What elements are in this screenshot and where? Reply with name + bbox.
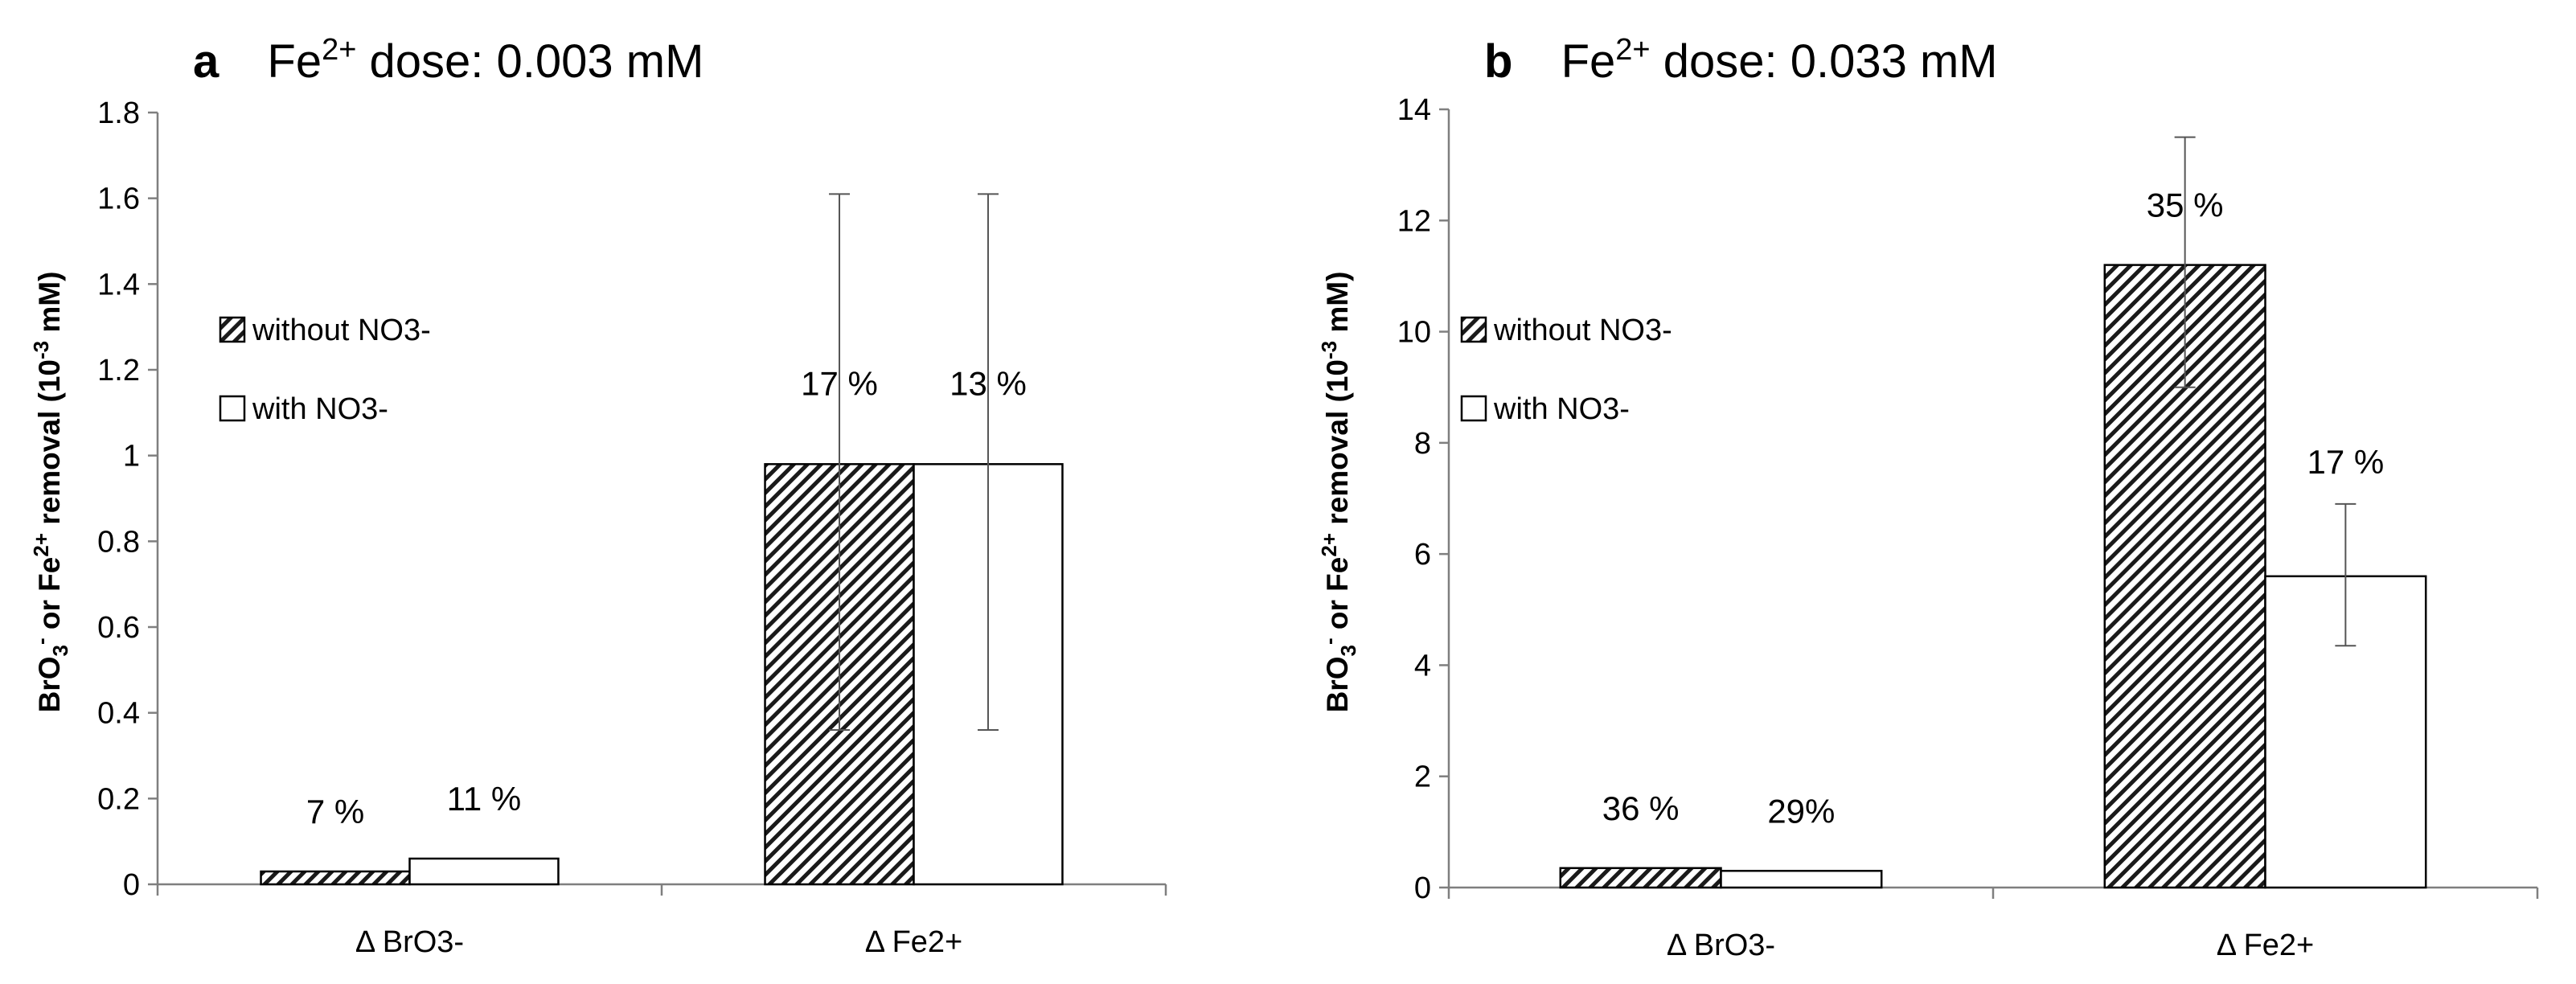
chart-title-prefix: Fe [267, 35, 322, 88]
chart-title-sup: 2+ [322, 33, 356, 67]
y-axis-title: BrO3- or Fe2+ removal (10-3 mM) [1317, 272, 1360, 713]
y-tick-label: 1.8 [97, 96, 140, 130]
bar [408, 857, 560, 886]
y-tick-label: 6 [1414, 538, 1431, 572]
legend-label: without NO3- [252, 314, 431, 347]
y-axis: 0 2 4 6 8 10 12 14 [1397, 93, 1450, 905]
bar-label: 36 % [1602, 789, 1680, 827]
y-tick-label: 0.8 [97, 525, 140, 559]
legend-label: without NO3- [1493, 314, 1672, 347]
y-tick-label: 14 [1397, 93, 1431, 127]
x-axis: Δ BrO3- Δ Fe2+ [1447, 886, 2539, 962]
legend-label: with NO3- [1493, 392, 1630, 426]
panel-letter-b: b [1484, 35, 1512, 88]
chart-legend: without NO3- with NO3- [1460, 314, 1672, 426]
chart-legend: without NO3- with NO3- [219, 314, 431, 426]
x-category-label: Δ BrO3- [1667, 929, 1775, 962]
chart-title-suffix: dose: 0.003 mM [356, 35, 703, 88]
bar-label: 29% [1767, 792, 1835, 830]
bar-label: 13 % [950, 364, 1027, 402]
panel-letter-a: a [193, 35, 219, 88]
bar [1559, 867, 1722, 889]
chart-b-svg: b Fe2+ dose: 0.033 mM BrO3- or Fe2+ remo… [1317, 33, 2539, 962]
chart-a-svg: a Fe2+ dose: 0.003 mM BrO3- or Fe2+ remo… [29, 33, 1167, 959]
bar [1720, 870, 1883, 889]
legend-swatch [1460, 316, 1487, 343]
bar [260, 870, 411, 886]
chart-title-suffix: dose: 0.033 mM [1651, 35, 1998, 88]
y-tick-label: 1.4 [97, 268, 140, 301]
y-tick-label: 0 [1414, 871, 1431, 905]
plot-bars [1559, 264, 2427, 889]
svg-text:b Fe2+ dose: 0.033 mM: b Fe2+ dose: 0.033 mM [1484, 33, 1998, 88]
y-tick-label: 0.2 [97, 782, 140, 816]
bar-label: 11 % [447, 780, 522, 818]
chart-panel-a: a Fe2+ dose: 0.003 mM BrO3- or Fe2+ remo… [29, 33, 1167, 959]
y-tick-label: 0 [123, 868, 140, 902]
legend-swatch [219, 316, 246, 343]
legend-label: with NO3- [252, 392, 388, 426]
bar-labels: 36 % 35 % 29% 17 % [1602, 187, 2384, 830]
chart-title-prefix: Fe [1561, 35, 1616, 88]
y-tick-label: 12 [1397, 204, 1431, 238]
legend-swatch [219, 395, 246, 422]
svg-text:a Fe2+ dose: 0.003 mM: a Fe2+ dose: 0.003 mM [193, 33, 703, 88]
y-tick-label: 1.2 [97, 354, 140, 387]
y-tick-label: 2 [1414, 761, 1431, 794]
error-bars [829, 193, 999, 731]
chart-panel-b: b Fe2+ dose: 0.033 mM BrO3- or Fe2+ remo… [1288, 0, 2576, 984]
y-axis-title: BrO3- or Fe2+ removal (10-3 mM) [29, 272, 72, 713]
y-tick-label: 10 [1397, 316, 1431, 350]
x-category-label: Δ Fe2+ [2217, 929, 2315, 962]
y-tick-label: 1.6 [97, 182, 140, 216]
y-axis: 0 0.2 0.4 0.6 0.8 1 1.2 1.4 1.6 1.8 [97, 96, 159, 902]
y-tick-label: 0.4 [97, 697, 140, 731]
y-tick-label: 8 [1414, 427, 1431, 461]
x-category-label: Δ BrO3- [355, 925, 464, 959]
legend-swatch [1460, 395, 1487, 422]
x-category-label: Δ Fe2+ [865, 925, 963, 959]
bar-label: 7 % [306, 793, 364, 830]
y-tick-label: 4 [1414, 649, 1431, 683]
chart-title-sup: 2+ [1615, 33, 1650, 67]
bar-label: 17 % [801, 364, 878, 402]
bar-label: 35 % [2147, 187, 2224, 224]
bar-labels: 7 % 17 % 11 % 13 % [306, 364, 1027, 830]
error-bars [2174, 136, 2357, 647]
y-tick-label: 1 [123, 440, 140, 474]
bar-label: 17 % [2307, 443, 2384, 481]
x-axis: Δ BrO3- Δ Fe2+ [156, 883, 1167, 959]
plot-bars [260, 463, 1064, 886]
y-tick-label: 0.6 [97, 611, 140, 645]
